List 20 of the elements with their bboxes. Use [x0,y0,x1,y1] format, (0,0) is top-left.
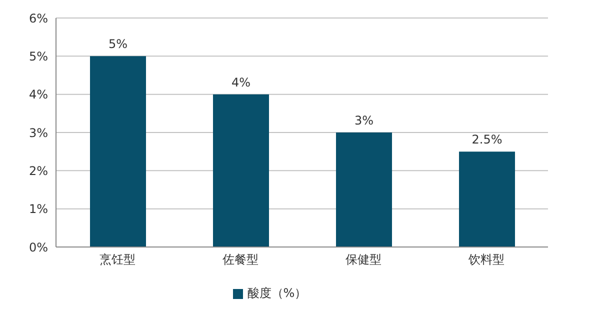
bar [213,94,269,247]
y-tick-label: 2% [28,164,48,178]
data-label: 4% [231,75,251,90]
y-tick-label: 5% [28,49,48,64]
y-tick-label: 0% [28,240,48,254]
bar [90,56,146,247]
y-tick-label: 1% [28,202,48,216]
y-tick-label: 6% [28,11,48,26]
x-tick-label: 饮料型 [468,252,504,267]
data-label: 5% [108,37,128,52]
x-tick-label: 烹饪型 [100,252,136,267]
x-tick-label: 佐餐型 [222,252,258,267]
y-tick-label: 3% [28,126,48,140]
bar [459,152,515,247]
bar [336,132,392,247]
y-tick-label: 4% [28,88,48,102]
data-label: 3% [354,114,374,128]
data-label: 2.5% [472,132,502,147]
legend-label: 酸度（%） [247,286,307,300]
x-tick-label: 保健型 [346,252,382,267]
